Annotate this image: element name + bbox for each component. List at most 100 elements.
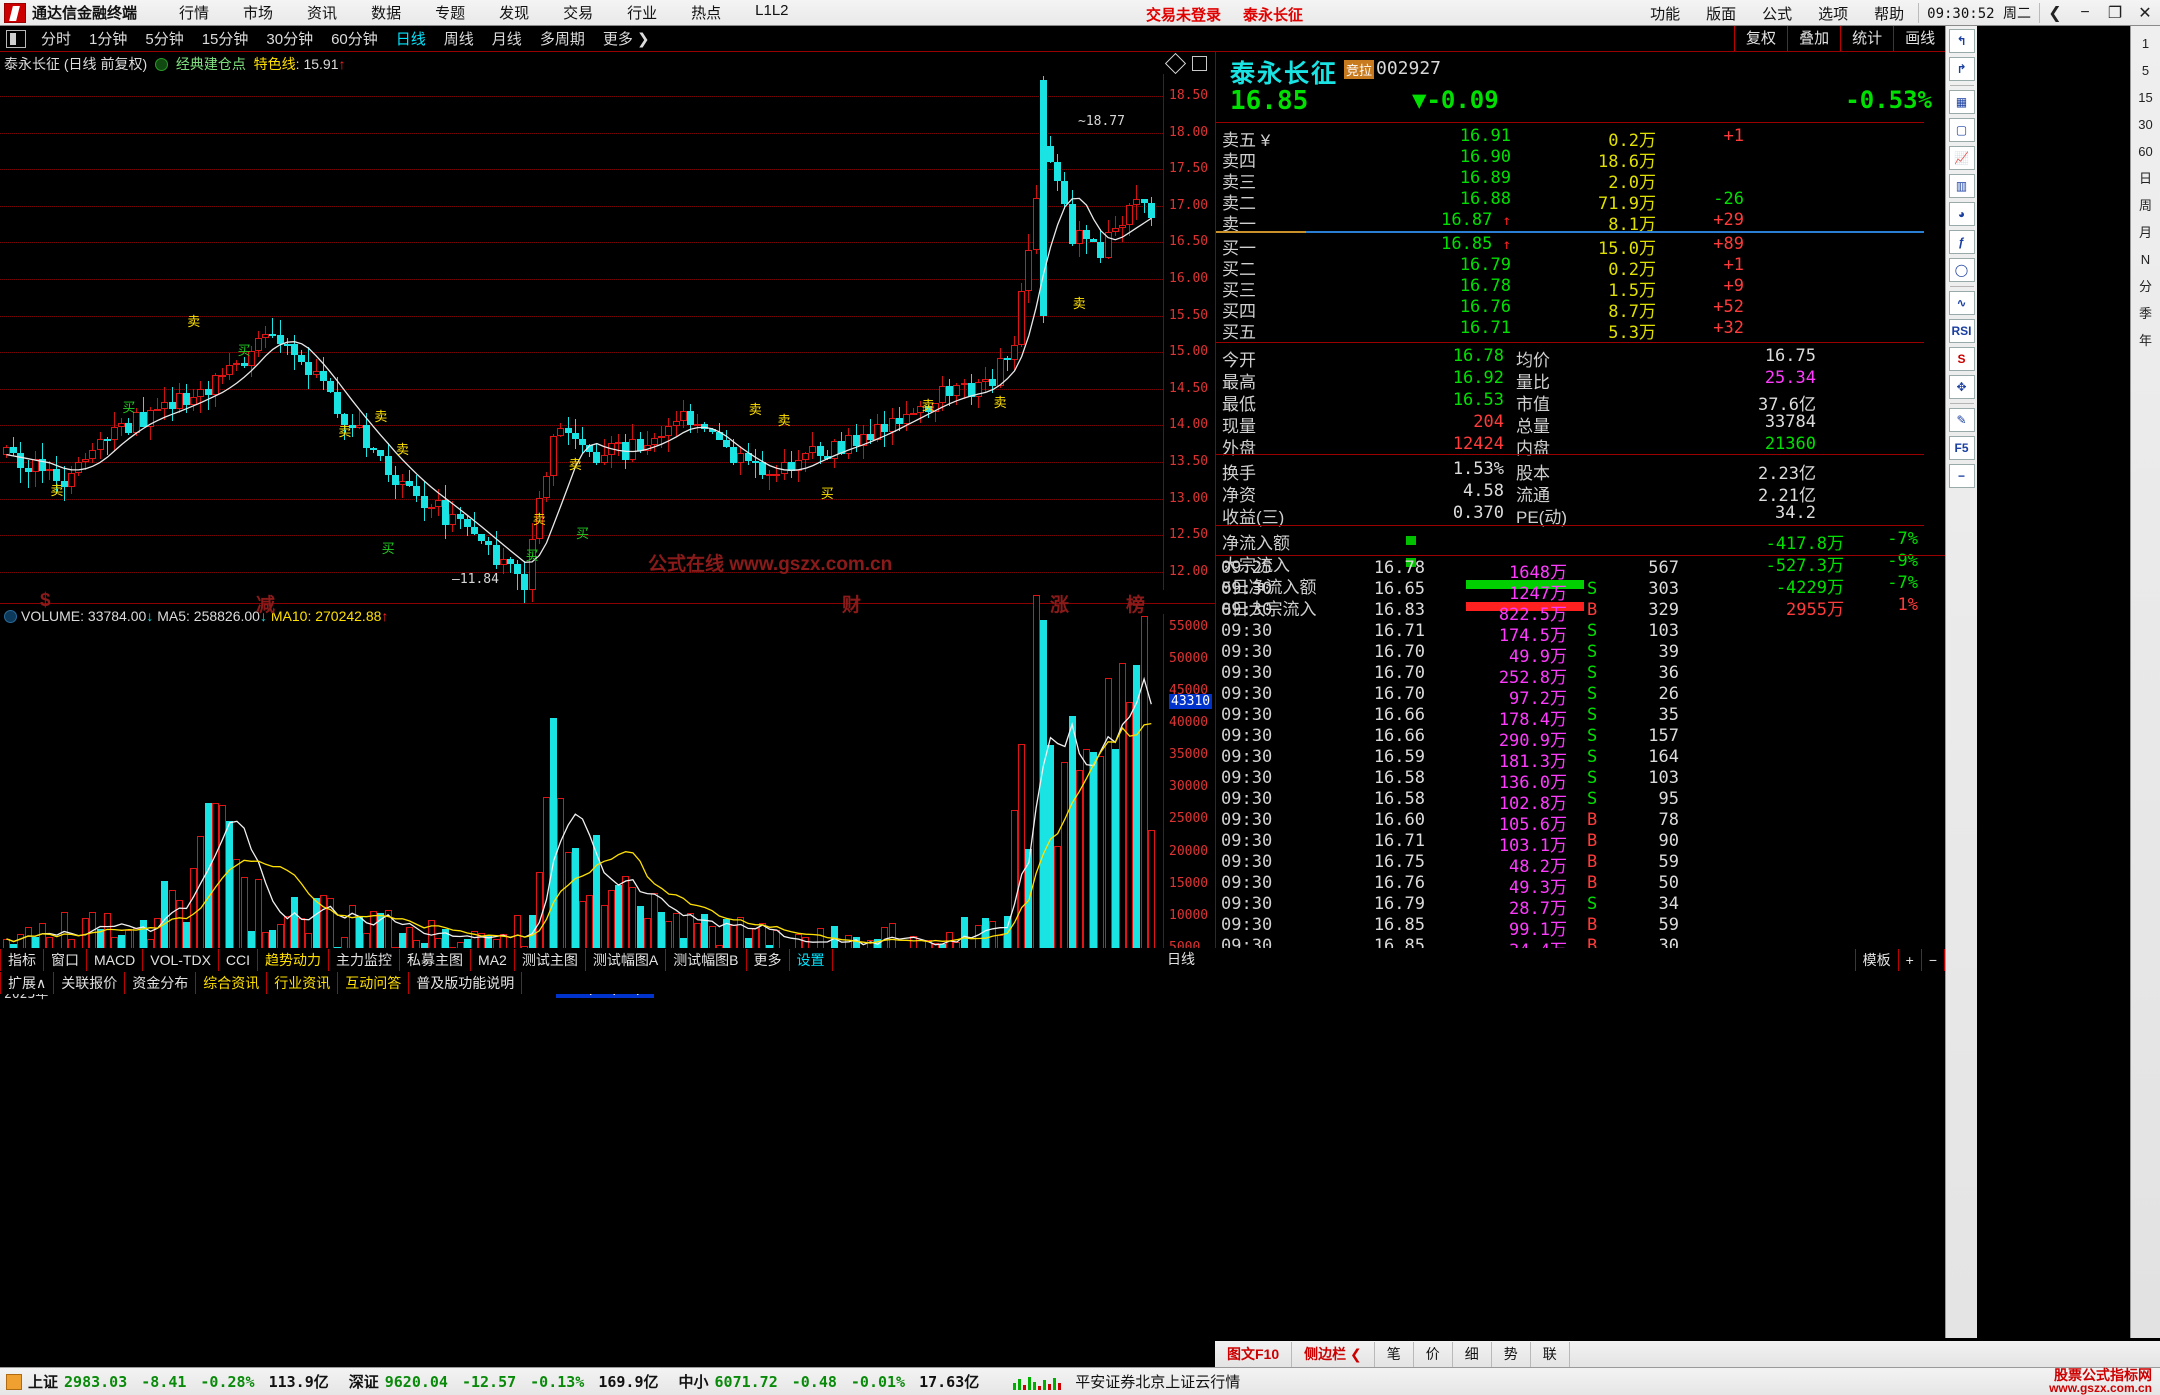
indicator-tab-13[interactable]: 设置 [790,948,833,971]
tool-statistics[interactable]: 统计 [1840,26,1893,51]
menu-function[interactable]: 功能 [1650,5,1681,23]
tick-row[interactable]: 09:30 16.70 49.9万 S 39 [1215,642,1923,667]
tool-drawline[interactable]: 画线 [1893,26,1946,51]
fx-icon[interactable]: ƒ [1948,230,1975,254]
expand-tab-3[interactable]: 综合资讯 [196,971,268,994]
tick-row[interactable]: 09:30 16.58 102.8万 S 95 [1215,789,1923,814]
period-multi[interactable]: 多周期 [539,31,585,48]
period-30min[interactable]: 30分钟 [266,31,314,48]
split-pane-icon[interactable] [1192,56,1207,71]
minus-icon[interactable]: − [1948,464,1975,488]
indicator-tab-3[interactable]: VOL-TDX [143,948,219,971]
period-more[interactable]: 更多 ❯ [602,31,650,48]
tick-row[interactable]: 09:30 16.66 290.9万 S 157 [1215,726,1923,751]
tick-row[interactable]: 09:30 16.83 822.5万 B 329 [1215,600,1923,625]
period-rail[interactable]: 1 5 15 30 60 日周月 N 分季年 [2130,26,2160,1338]
bid-level-1[interactable]: 买一 16.85 ↑ 15.0万 +89 [1216,234,1924,259]
expand-tab-5[interactable]: 互动问答 [338,971,410,994]
period-rail-item-0[interactable]: 1 [2141,36,2150,51]
bid-level-4[interactable]: 买四 16.76 8.7万 +52 [1216,297,1924,322]
menu-formula[interactable]: 公式 [1762,5,1793,23]
window-icon[interactable]: ▢ [1948,118,1975,142]
period-1min[interactable]: 1分钟 [89,31,128,48]
indicator-tab-9[interactable]: 测试主图 [515,948,586,971]
indicator-tab-0[interactable]: 指标 [0,948,44,971]
back-button[interactable]: ❮ [2048,5,2062,22]
expand-tab-1[interactable]: 关联报价 [54,971,126,994]
menu-item-2[interactable]: 资讯 [307,5,338,22]
ask-level-2[interactable]: 卖二 16.88 71.9万 -26 [1216,189,1924,214]
indicator-right-2[interactable]: − [1922,948,1945,971]
period-60min[interactable]: 60分钟 [331,31,378,48]
refresh-icon[interactable]: ◯ [1948,258,1975,282]
expand-tab-0[interactable]: 扩展∧ [0,971,55,994]
period-5min[interactable]: 5分钟 [145,31,184,48]
current-stock-name[interactable]: 泰永长征 [1243,7,1304,24]
period-rail-item-6[interactable]: 周 [2138,198,2152,213]
chart-area[interactable]: 泰永长征 (日线 前复权) 经典建仓点 特色线: 15.91↑ 卖买卖买卖卖卖卖… [0,52,1215,1002]
period-rail-item-1[interactable]: 5 [2141,63,2150,78]
indicator-tab-8[interactable]: MA2 [471,948,515,971]
bid-level-2[interactable]: 买二 16.79 0.2万 +1 [1216,255,1924,280]
tick-row[interactable]: 09:25 16.78 1648万 567 [1215,558,1923,583]
period-rail-item-2[interactable]: 15 [2138,90,2153,105]
bid-level-5[interactable]: 买五 16.71 5.3万 +32 [1216,318,1924,343]
wave-icon[interactable]: ∿ [1948,291,1975,315]
tab-lian[interactable]: 联 [1531,1341,1570,1367]
period-monthly[interactable]: 月线 [491,31,522,48]
compass-icon[interactable]: ✥ [1948,375,1975,399]
indicator-right-0[interactable]: 模板 [1854,948,1899,971]
menu-options[interactable]: 选项 [1818,5,1849,23]
ask-level-5[interactable]: 卖五 ¥ 16.91 0.2万 +1 [1216,126,1924,151]
chart-icon[interactable]: 📈 [1948,146,1975,170]
f5-icon[interactable]: F5 [1948,436,1975,460]
maximize-button[interactable]: ❐ [2107,5,2123,22]
ask-level-4[interactable]: 卖四 16.90 18.6万 [1216,147,1924,172]
tick-row[interactable]: 09:30 16.71 174.5万 S 103 [1215,621,1923,646]
expand-row[interactable]: 扩展∧ 关联报价 资金分布 综合资讯 行业资讯 互动问答 普及版功能说明 [0,971,1945,994]
period-rail-item-3[interactable]: 30 [2138,117,2153,132]
indicator-tab-4[interactable]: CCI [219,948,259,971]
period-rail-item-10[interactable]: 季 [2138,306,2152,321]
rsi-icon[interactable]: RSI [1948,319,1975,343]
tick-row[interactable]: 09:30 16.70 97.2万 S 26 [1215,684,1923,709]
menu-item-3[interactable]: 数据 [371,5,402,22]
indicator-tab-12[interactable]: 更多 [747,948,790,971]
tick-row[interactable]: 09:30 16.60 105.6万 B 78 [1215,810,1923,835]
tick-row[interactable]: 09:30 16.76 49.3万 B 50 [1215,873,1923,898]
period-weekly[interactable]: 周线 [443,31,474,48]
price-chart-pane[interactable]: 卖买卖买卖卖卖卖买卖买买卖买卖卖卖卖 [0,74,1163,603]
bars-icon[interactable]: ▥ [1948,174,1975,198]
tool-fuquan[interactable]: 复权 [1734,26,1787,51]
period-rail-item-4[interactable]: 60 [2138,144,2153,159]
tick-row[interactable]: 09:30 16.75 48.2万 B 59 [1215,852,1923,877]
indicator-tab-7[interactable]: 私募主图 [400,948,472,971]
diamond-icon[interactable] [1164,52,1187,75]
indicator-tab-6[interactable]: 主力监控 [329,948,401,971]
tool-overlay[interactable]: 叠加 [1787,26,1840,51]
period-rail-item-11[interactable]: 年 [2138,333,2152,348]
period-daily[interactable]: 日线 [395,31,426,48]
expand-tab-2[interactable]: 资金分布 [125,971,197,994]
market-icon[interactable] [6,1373,22,1390]
s-icon[interactable]: S [1948,347,1975,371]
menu-item-8[interactable]: 热点 [691,5,722,22]
pie-icon[interactable]: ◕ [1948,202,1975,226]
ask-level-1[interactable]: 卖一 16.87 ↑ 8.1万 +29 [1216,210,1924,235]
menu-item-5[interactable]: 发现 [499,5,530,22]
bid-level-3[interactable]: 买三 16.78 1.5万 +9 [1216,276,1924,301]
minimize-button[interactable]: − [2080,4,2090,21]
close-button[interactable]: ✕ [2138,5,2152,22]
period-rail-item-7[interactable]: 月 [2138,225,2152,240]
login-status[interactable]: 交易未登录 [1146,7,1222,24]
expand-tab-6[interactable]: 普及版功能说明 [409,971,523,994]
menu-item-1[interactable]: 市场 [243,5,274,22]
menu-item-4[interactable]: 专题 [435,5,466,22]
period-rail-item-9[interactable]: 分 [2138,279,2152,294]
period-rail-item-5[interactable]: 日 [2138,171,2152,186]
tick-row[interactable]: 09:30 16.59 181.3万 S 164 [1215,747,1923,772]
grid-icon[interactable]: ▦ [1948,90,1975,114]
menu-help[interactable]: 帮助 [1874,5,1905,23]
menu-layout[interactable]: 版面 [1706,5,1737,23]
f10-row[interactable]: 图文F10 侧边栏 ❮ 笔 价 细 势 联 [1215,1341,2160,1367]
